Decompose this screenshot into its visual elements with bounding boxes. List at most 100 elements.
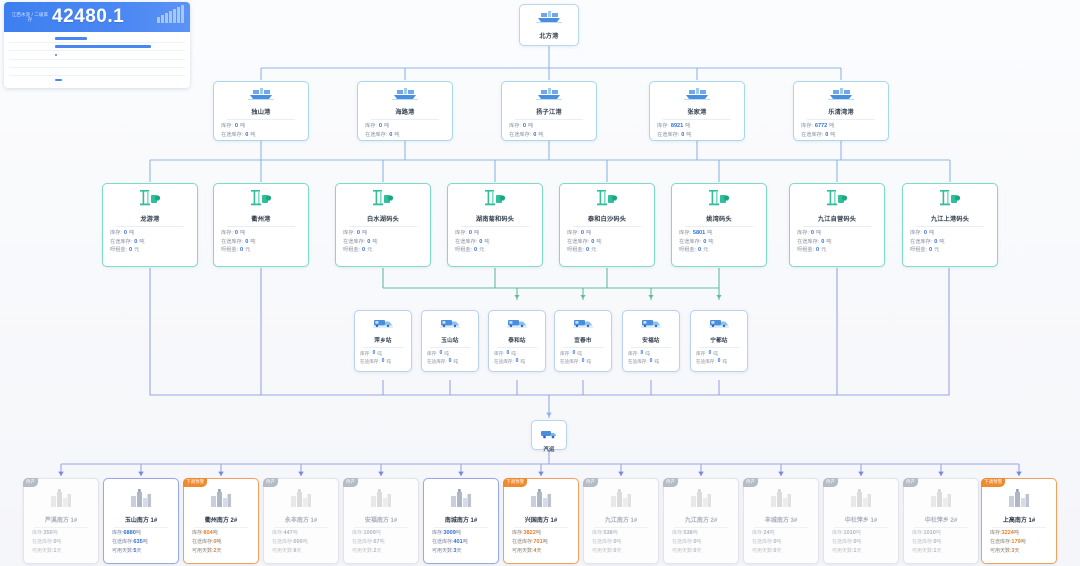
plant-card[interactable]: 南城南方 1# 库存:3009吨 在途库存:401吨 可用天数:3天: [423, 478, 499, 564]
plant-card[interactable]: 下调预警 衢州南方 2# 库存:804吨 在途库存:0吨 可用天数:2天: [183, 478, 259, 564]
stat-unit: 吨: [645, 351, 650, 356]
node-stat: 库存:1010吨: [912, 529, 970, 538]
stat-value: 0: [378, 123, 382, 129]
status-badge: 停产: [663, 478, 679, 487]
node-port[interactable]: 乐清湾港 库存: 6772 吨在途库存: 0 吨: [793, 81, 889, 141]
node-port[interactable]: 独山港 库存: 0 吨在途库存: 0 吨: [213, 81, 309, 141]
divider: [33, 527, 89, 528]
node-terminal[interactable]: 泰和白沙码头 库存: 0 吨在途库存: 0 吨呀租金: 0 元: [559, 183, 655, 267]
stat-value: 538: [603, 530, 613, 536]
node-port[interactable]: 张家港 库存: 8921 吨在途库存: 0 吨: [649, 81, 745, 141]
plant-title: 丰城南方 3#: [764, 518, 798, 524]
node-port[interactable]: 海路港 库存: 0 吨在途库存: 0 吨: [357, 81, 453, 141]
stat-label: 库存:: [112, 530, 124, 536]
plant-title: 上高南方 1#: [1002, 518, 1036, 524]
stat-value: 0: [245, 131, 249, 138]
plant-card[interactable]: 停产 九江南方 2# 库存:538吨 在途库存:0吨 可用天数:0天: [663, 478, 739, 564]
divider: [461, 226, 529, 227]
plant-card[interactable]: 停产 芦溪南方 1# 库存:350吨 在途库存:0吨 可用天数:1天: [23, 478, 99, 564]
plant-card[interactable]: 停产 中社萍乡 2# 库存:1010吨 在途库存:0吨 可用天数:1天: [903, 478, 979, 564]
node-station[interactable]: 泰和站 库存: 0 吨在途库存: 0 吨: [488, 310, 546, 372]
divider: [513, 527, 569, 528]
status-badge: 停产: [743, 478, 759, 487]
node-title: 衢州港: [251, 216, 271, 223]
node-station[interactable]: 安福站 库存: 0 吨在途库存: 0 吨: [622, 310, 680, 372]
plant-card[interactable]: 停产 中社萍乡 1# 库存:1010吨 在途库存:0吨 可用天数:1天: [823, 478, 899, 564]
kpi-rows: [4, 32, 190, 86]
stat-value: 8921: [670, 123, 684, 129]
node-stat: 库存:447吨: [272, 529, 330, 538]
node-terminal[interactable]: 湖南菊和码头 库存: 0 吨在途库存: 0 吨呀租金: 0 元: [447, 183, 543, 267]
kpi-row-bar: [55, 76, 151, 84]
divider: [753, 527, 809, 528]
node-terminal[interactable]: 九江上港码头 库存: 0 吨在途库存: 0 吨呀租金: 0 元: [902, 183, 998, 267]
stat-label: 在途库存:: [110, 238, 133, 245]
kpi-row-bar: [55, 35, 151, 43]
node-root-port[interactable]: 北方港: [519, 4, 579, 46]
node-station[interactable]: 宜春市 库存: 0 吨在途库存: 0 吨: [554, 310, 612, 372]
node-title: 独山港: [251, 109, 271, 116]
node-port[interactable]: 扬子江港 库存: 0 吨在途库存: 0 吨: [501, 81, 597, 141]
stat-unit: 天: [216, 548, 222, 554]
node-terminal[interactable]: 龙游港 库存: 0 吨在途库存: 0 吨呀租金: 0 元: [102, 183, 198, 267]
stat-label: 在途库存:: [343, 238, 366, 245]
stat-value: 2: [213, 548, 217, 554]
stat-unit: 吨: [542, 539, 548, 545]
node-stat: 呀租金: 0 元: [797, 246, 877, 255]
status-badge: 停产: [903, 478, 919, 487]
stat-unit: 吨: [826, 238, 832, 245]
stat-label: 在途库存:: [509, 131, 532, 138]
ship-icon: [536, 10, 562, 28]
node-terminal[interactable]: 九江自营码头 库存: 0 吨在途库存: 0 吨呀租金: 0 元: [789, 183, 885, 267]
stat-unit: 吨: [377, 351, 382, 356]
stat-unit: 吨: [383, 123, 390, 129]
divider: [803, 226, 871, 227]
node-station[interactable]: 宁都站 库存: 0 吨在途库存: 0 吨: [690, 310, 748, 372]
node-station[interactable]: 玉山站 库存: 0 吨在途库存: 0 吨: [421, 310, 479, 372]
stat-unit: 元: [245, 247, 251, 253]
node-stat: 呀租金: 0 元: [567, 246, 647, 255]
node-stat: 可用天数:8天: [272, 547, 330, 556]
plant-stats: 库存:3822吨 在途库存:701吨 可用天数:4天: [504, 529, 578, 556]
stat-value: 0: [468, 230, 472, 236]
stat-label: 库存:: [752, 530, 764, 536]
divider: [913, 527, 969, 528]
stat-value: 0: [586, 247, 590, 253]
train-icon: [573, 316, 593, 334]
stat-label: 库存:: [910, 230, 922, 236]
node-truck-hub[interactable]: 汽运: [531, 420, 567, 453]
node-stat: 库存: 0 吨: [509, 122, 589, 131]
stat-label: 库存:: [990, 530, 1002, 536]
plant-card[interactable]: 停产 九江南方 1# 库存:538吨 在途库存:0吨 可用天数:0天: [583, 478, 659, 564]
divider: [698, 347, 740, 348]
kpi-row: [9, 60, 185, 68]
stat-unit: 元: [934, 247, 940, 253]
plant-card[interactable]: 停产 永丰南方 1# 库存:447吨 在途库存:600吨 可用天数:8天: [263, 478, 339, 564]
stat-label: 呀租金:: [343, 247, 361, 253]
node-terminal[interactable]: 白水湖码头 库存: 0 吨在途库存: 0 吨呀租金: 0 元: [335, 183, 431, 267]
node-terminal[interactable]: 姚湾码头 库存: 5801 吨在途库存: 0 吨呀租金: 0 元: [671, 183, 767, 267]
stat-unit: 吨: [394, 131, 400, 138]
node-terminal[interactable]: 衢州港 库存: 0 吨在途库存: 0 吨呀租金: 0 元: [213, 183, 309, 267]
plant-card[interactable]: 停产 安福南方 1# 库存:1009吨 在途库存:67吨 可用天数:2天: [343, 478, 419, 564]
node-stat: 可用天数:1天: [832, 547, 890, 556]
stat-unit: 吨: [1013, 530, 1019, 536]
node-title: 湖南菊和码头: [475, 216, 515, 223]
stat-unit: 吨: [856, 539, 862, 545]
node-station[interactable]: 萍乡站 库存: 0 吨在途库存: 0 吨: [354, 310, 412, 372]
stat-value: 350: [43, 530, 53, 536]
plant-card[interactable]: 下调预警 上高南方 1# 库存:3224吨 在途库存:179吨 可用天数:3天: [981, 478, 1057, 564]
ship-icon: [828, 87, 854, 105]
stat-value: 0: [213, 539, 217, 545]
plant-card[interactable]: 下调预警 兴国南方 1# 库存:3822吨 在途库存:701吨 可用天数:4天: [503, 478, 579, 564]
stat-value: 0: [448, 357, 452, 364]
stat-label: 在途库存:: [221, 131, 244, 138]
plant-card[interactable]: 停产 丰城南方 3# 库存:24吨 在途库存:0吨 可用天数:0天: [743, 478, 819, 564]
status-badge: 下调预警: [981, 478, 1006, 487]
node-stat: 可用天数:0天: [592, 547, 650, 556]
node-stat: 库存: 0 吨: [494, 350, 540, 358]
plant-card[interactable]: 玉山南方 1# 库存:6880吨 在途库存:635吨 可用天数:5天: [103, 478, 179, 564]
